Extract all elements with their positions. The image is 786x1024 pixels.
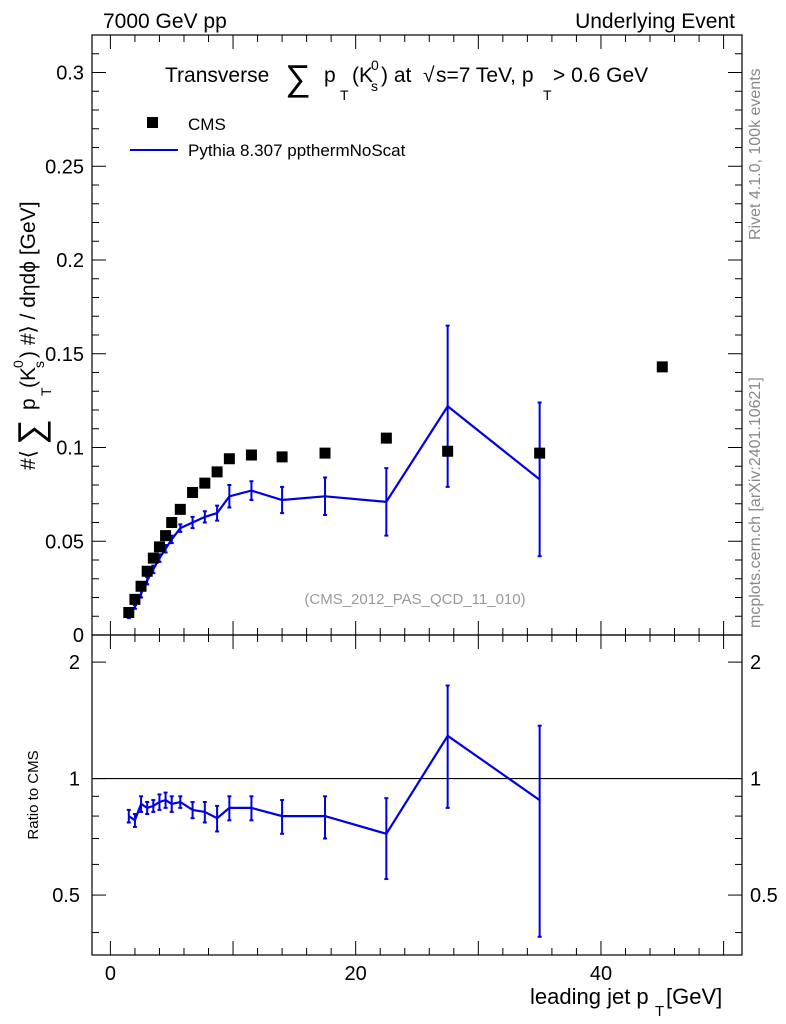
legend-cms-label: CMS xyxy=(188,115,226,134)
ratio-marks xyxy=(126,684,542,938)
legend-mc-label: Pythia 8.307 ppthermNoScat xyxy=(188,141,406,160)
y-tick-label: 0 xyxy=(73,625,84,647)
svg-text:) #⟩ / dηdϕ [GeV]: ) #⟩ / dηdϕ [GeV] xyxy=(17,201,40,358)
y-tick-label: 0.1 xyxy=(56,438,84,460)
cms-data-point xyxy=(380,432,392,444)
cms-data-point xyxy=(223,453,235,465)
cms-data-point xyxy=(135,580,147,592)
svg-text:s: s xyxy=(31,361,47,368)
mc-line xyxy=(127,404,541,617)
svg-text:p: p xyxy=(17,398,40,410)
svg-text:> 0.6 GeV: > 0.6 GeV xyxy=(553,64,648,87)
ratio-y-tick-label-right: 0.5 xyxy=(750,885,778,907)
svg-text:∑: ∑ xyxy=(10,419,51,445)
svg-text:) at: ) at xyxy=(381,64,412,87)
svg-text:leading jet p: leading jet p xyxy=(530,984,649,1009)
main-marks xyxy=(123,324,668,620)
svg-text:∑: ∑ xyxy=(285,57,311,98)
svg-text:0: 0 xyxy=(371,57,379,73)
cms-data-point xyxy=(442,445,454,457)
svg-text:T: T xyxy=(543,87,552,103)
cms-data-point xyxy=(129,593,141,605)
svg-text:T: T xyxy=(655,1003,664,1020)
svg-text:(K: (K xyxy=(17,367,40,388)
svg-text:s: s xyxy=(371,78,378,94)
cms-data-point xyxy=(319,447,331,459)
cms-data-point xyxy=(147,552,159,564)
header-left: 7000 GeV pp xyxy=(103,10,227,33)
cms-data-point xyxy=(199,477,211,489)
cms-data-point xyxy=(153,541,165,553)
svg-text:#⟨: #⟨ xyxy=(17,450,40,470)
cms-data-point xyxy=(656,361,668,373)
ratio-y-tick-label: 0.5 xyxy=(52,885,80,907)
ratio-y-tick-label-right: 1 xyxy=(750,769,761,791)
ratio-y-tick-label: 1 xyxy=(69,769,80,791)
rivet-info: Rivet 4.1.0, 100k events xyxy=(747,68,764,240)
svg-text:0: 0 xyxy=(10,360,26,368)
main-axes: 0 0.05 0.1 0.15 0.2 0.25 0.3 xyxy=(45,34,742,649)
cms-data-point xyxy=(166,517,178,528)
y-tick-label: 0.3 xyxy=(56,63,84,85)
plot-title: Transverse ∑ p T (K 0 s ) at √ s=7 TeV, … xyxy=(165,57,648,103)
legend-cms-marker xyxy=(147,117,158,128)
svg-text:s=7 TeV, p: s=7 TeV, p xyxy=(436,64,534,87)
y-axis-label: #⟨ ∑ p T (K 0 s ) #⟩ / dηdϕ [GeV] xyxy=(10,201,54,470)
x-tick-label: 40 xyxy=(590,963,612,985)
analysis-reference: (CMS_2012_PAS_QCD_11_010) xyxy=(304,591,525,608)
cms-data-point xyxy=(187,487,199,498)
cms-data-point xyxy=(141,565,153,577)
ratio-y-tick-label: 2 xyxy=(69,652,80,674)
ratio-axes: 0 20 40 0.5 0.5 1 1 2 2 xyxy=(52,652,778,985)
cms-data-point xyxy=(160,530,172,542)
y-tick-label: 0.2 xyxy=(56,250,84,272)
cms-data-point xyxy=(276,451,288,463)
cms-data-point xyxy=(174,503,186,515)
y-tick-label: 0.05 xyxy=(45,531,84,553)
ratio-y-label: Ratio to CMS xyxy=(25,750,42,839)
y-tick-label: 0.15 xyxy=(45,344,84,366)
cms-data-point xyxy=(211,466,223,478)
svg-text:T: T xyxy=(340,87,349,103)
svg-text:[GeV]: [GeV] xyxy=(666,984,722,1009)
header-right: Underlying Event xyxy=(575,10,735,33)
svg-text:Transverse: Transverse xyxy=(165,64,269,87)
cms-data-point xyxy=(123,607,135,618)
y-tick-label: 0.25 xyxy=(45,156,84,178)
ratio-frame xyxy=(91,634,743,956)
svg-text:(K: (K xyxy=(352,64,373,87)
svg-text:p: p xyxy=(324,64,336,87)
svg-text:√: √ xyxy=(423,64,435,87)
ratio-y-tick-label-right: 2 xyxy=(750,652,761,674)
ratio-line xyxy=(128,734,541,836)
x-tick-label: 0 xyxy=(105,963,116,985)
cms-data-point xyxy=(245,449,257,461)
x-tick-label: 20 xyxy=(345,963,367,985)
svg-text:T: T xyxy=(38,387,54,396)
cms-data-point xyxy=(534,447,546,459)
mcplots-info: mcplots.cern.ch [arXiv:2401.10621] xyxy=(747,377,764,628)
x-axis-label: leading jet p T [GeV] xyxy=(530,984,722,1020)
